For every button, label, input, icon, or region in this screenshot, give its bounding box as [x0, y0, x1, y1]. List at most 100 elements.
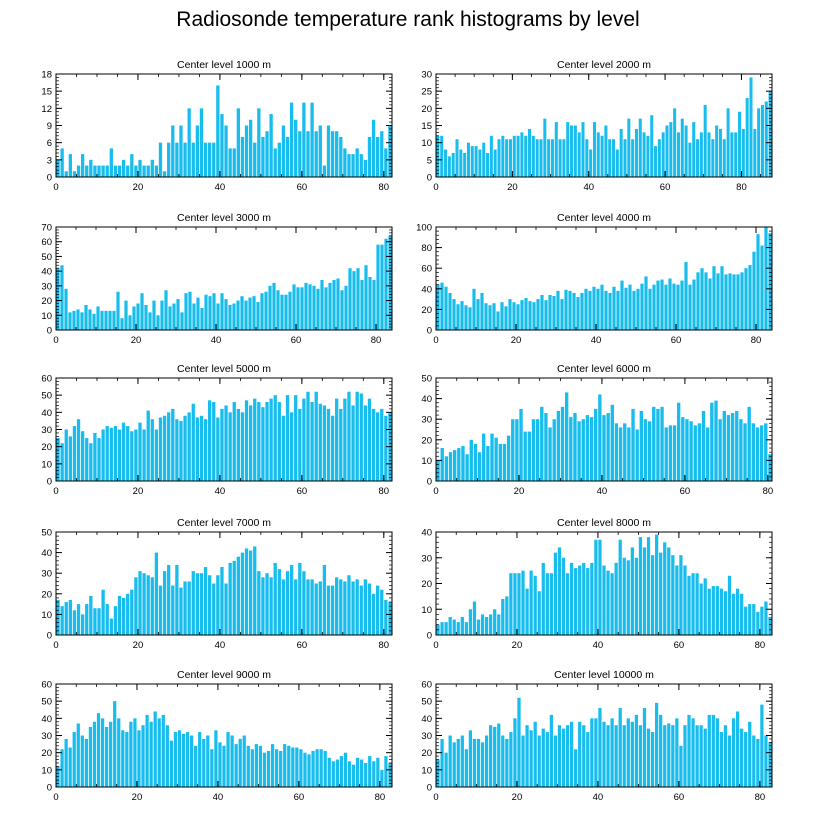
- histogram-bar: [384, 415, 388, 481]
- histogram-bar: [582, 562, 586, 635]
- histogram-bar: [722, 139, 726, 177]
- histogram-bar: [535, 139, 539, 177]
- histogram-bar: [564, 392, 569, 481]
- histogram-bar: [752, 735, 756, 787]
- histogram-bar: [121, 597, 126, 635]
- histogram-bar: [517, 573, 521, 635]
- histogram-bar: [456, 622, 460, 636]
- histogram-bar: [497, 723, 501, 787]
- histogram-bar: [244, 300, 248, 330]
- histogram-bar: [146, 575, 150, 635]
- histogram-bar: [501, 598, 505, 635]
- histogram-bar: [310, 402, 314, 481]
- histogram-bar: [537, 735, 541, 787]
- histogram-bar: [681, 417, 685, 481]
- histogram-bar: [660, 406, 664, 481]
- histogram-bar: [96, 306, 100, 330]
- histogram-bar: [220, 293, 224, 330]
- histogram-bar: [502, 443, 507, 481]
- histogram-bar: [167, 412, 171, 481]
- histogram-bar: [359, 154, 363, 177]
- histogram-bar: [505, 139, 509, 177]
- y-tick-label: 18: [41, 70, 52, 81]
- histogram-bar: [208, 575, 212, 635]
- histogram-panel: Center level 4000 m 0 20 40 60 80 0 20 40 60 80 100: [416, 212, 773, 346]
- histogram-bar: [704, 272, 708, 330]
- y-tick-label: 50: [41, 697, 52, 708]
- histogram-bar: [72, 310, 76, 330]
- histogram-bar: [109, 618, 113, 635]
- histogram-bar: [764, 735, 768, 787]
- histogram-bar: [285, 136, 290, 177]
- histogram-bar: [665, 125, 669, 177]
- histogram-bar: [240, 552, 245, 635]
- histogram-bar: [553, 735, 558, 787]
- histogram-bar: [360, 279, 364, 330]
- histogram-bar: [727, 575, 732, 635]
- histogram-bar: [541, 562, 545, 635]
- histogram-bar: [339, 136, 343, 177]
- histogram-bar: [162, 415, 167, 481]
- histogram-bar: [175, 142, 179, 177]
- x-tick-label: 40: [215, 486, 226, 497]
- histogram-bar: [600, 284, 604, 330]
- histogram-bar: [655, 534, 659, 635]
- histogram-bar: [699, 725, 703, 787]
- histogram-bar: [144, 304, 148, 330]
- histogram-bar: [199, 573, 204, 635]
- histogram-bar: [295, 747, 299, 787]
- histogram-bar: [266, 750, 271, 787]
- histogram-bar: [93, 608, 97, 635]
- histogram-bar: [696, 139, 700, 177]
- histogram-bar: [703, 578, 707, 635]
- histogram-bar: [183, 581, 187, 635]
- histogram-bar: [727, 735, 732, 787]
- histogram-bar: [748, 721, 752, 787]
- histogram-bar: [113, 701, 117, 787]
- histogram-bar: [476, 619, 481, 635]
- y-tick-label: 50: [421, 374, 432, 385]
- histogram-bar: [660, 279, 664, 330]
- histogram-bar: [636, 288, 640, 330]
- histogram-bar: [707, 714, 711, 787]
- histogram-bar: [735, 711, 740, 787]
- histogram-bar: [622, 557, 626, 635]
- histogram-bar: [68, 436, 72, 481]
- histogram-bar: [480, 614, 485, 635]
- histogram-bar: [544, 300, 548, 330]
- histogram-bar: [664, 284, 668, 330]
- histogram-bar: [687, 714, 691, 787]
- histogram-bar: [335, 131, 339, 177]
- histogram-bar: [626, 560, 630, 635]
- y-tick-label: 40: [421, 528, 432, 539]
- histogram-bar: [456, 738, 460, 787]
- histogram-bar: [162, 571, 167, 635]
- histogram-bar: [158, 142, 163, 177]
- histogram-bar: [269, 398, 273, 481]
- histogram-bar: [72, 732, 76, 787]
- histogram-bar: [506, 435, 511, 481]
- histogram-bar: [121, 422, 126, 481]
- y-tick-label: 6: [47, 138, 52, 149]
- histogram-bar: [489, 614, 493, 635]
- histogram-bar: [277, 569, 281, 635]
- histogram-bar: [528, 128, 532, 177]
- histogram-bar: [277, 402, 281, 481]
- histogram-bar: [146, 165, 150, 177]
- histogram-bar: [532, 302, 536, 330]
- histogram-bar: [138, 571, 142, 635]
- histogram-bar: [68, 747, 72, 787]
- histogram-bar: [744, 606, 748, 635]
- histogram-bar: [101, 589, 105, 635]
- histogram-bar: [253, 546, 257, 635]
- histogram-bar: [304, 282, 308, 330]
- histogram-bar: [756, 234, 760, 330]
- histogram-bar: [664, 427, 668, 481]
- histogram-bar: [240, 296, 244, 330]
- histogram-bar: [529, 570, 533, 636]
- histogram-bar: [730, 132, 734, 177]
- histogram-bar: [512, 302, 516, 330]
- histogram-bar: [592, 286, 596, 330]
- histogram-bar: [273, 395, 277, 481]
- histogram-bar: [224, 405, 228, 481]
